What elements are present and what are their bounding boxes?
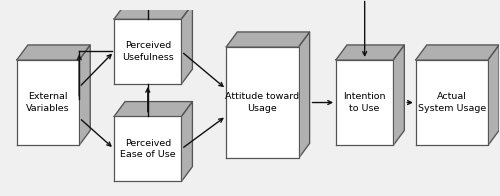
- Polygon shape: [17, 60, 79, 145]
- Polygon shape: [416, 60, 488, 145]
- Polygon shape: [182, 4, 192, 84]
- Polygon shape: [79, 45, 90, 145]
- Polygon shape: [114, 19, 182, 84]
- Polygon shape: [114, 102, 192, 116]
- Polygon shape: [17, 45, 90, 60]
- Text: Perceived
Usefulness: Perceived Usefulness: [122, 41, 174, 62]
- Text: External
Variables: External Variables: [26, 92, 70, 113]
- Polygon shape: [226, 47, 298, 158]
- Text: Perceived
Ease of Use: Perceived Ease of Use: [120, 139, 176, 159]
- Polygon shape: [336, 60, 394, 145]
- Polygon shape: [488, 45, 499, 145]
- Text: Attitude toward
Usage: Attitude toward Usage: [226, 92, 300, 113]
- Text: Actual
System Usage: Actual System Usage: [418, 92, 486, 113]
- Polygon shape: [226, 32, 310, 47]
- Polygon shape: [298, 32, 310, 158]
- Polygon shape: [394, 45, 404, 145]
- Polygon shape: [182, 102, 192, 181]
- Polygon shape: [336, 45, 404, 60]
- Polygon shape: [114, 116, 182, 181]
- Text: Intention
to Use: Intention to Use: [344, 92, 386, 113]
- Polygon shape: [416, 45, 499, 60]
- Polygon shape: [114, 4, 192, 19]
